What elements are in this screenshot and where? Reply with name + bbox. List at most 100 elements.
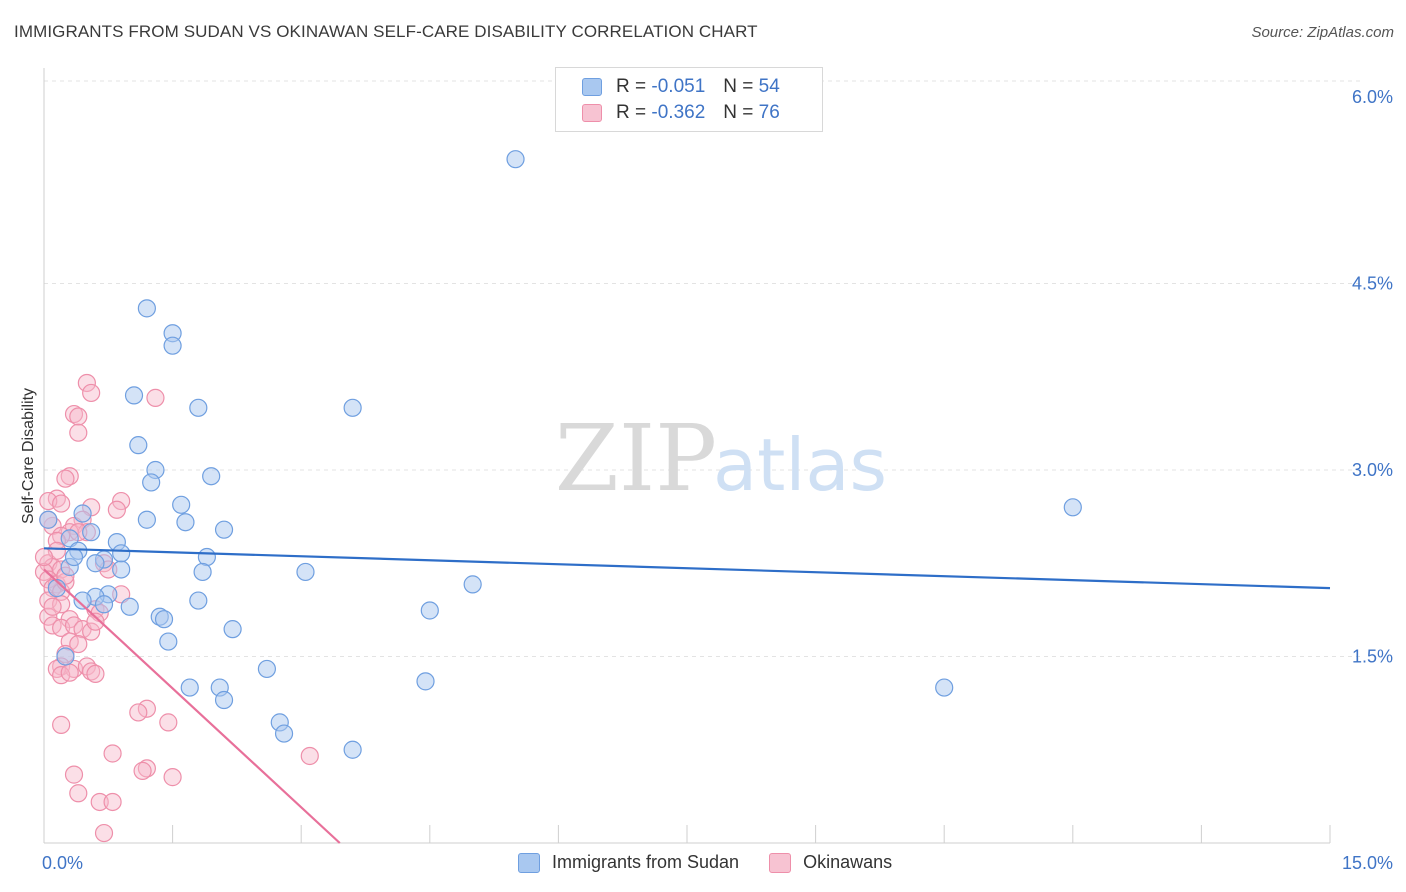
legend-row-sudan: R = -0.051 N = 54 [582,75,780,99]
sudan-point [129,436,148,455]
grid-lines [44,80,1360,657]
okinawan-point [60,663,79,682]
x-tick-label: 15.0% [1342,853,1393,873]
legend-label-okinawan: Okinawans [803,852,893,872]
sudan-point [214,520,234,539]
sudan-point [163,336,182,355]
legend-swatch-sudan [582,78,602,96]
sudan-point [56,647,75,666]
okinawan-point [300,746,319,766]
okinawan-point [69,634,88,654]
okinawan-point [103,792,122,812]
legend-n-value: 54 [758,76,780,97]
watermark: ZIP atlas [555,405,887,512]
chart-source: Source: ZipAtlas.com [1251,24,1394,41]
sudan-point [124,386,144,405]
okinawan-point [129,703,148,722]
sudan-point [274,724,294,743]
sudan-point [189,398,208,417]
okinawan-point [69,423,88,442]
tick-labels: 1.5% 3.0% 4.5% 6.0% 0.0% 15.0% [42,87,1393,873]
sudan-point [39,510,58,529]
okinawan-point [90,792,109,812]
legend-r-value: -0.051 [651,76,706,97]
sudan-point [120,597,139,616]
sudan-point [137,299,156,318]
watermark-atlas: atlas [713,423,887,507]
sudan-point [86,554,105,573]
sudan-point [159,632,178,651]
sudan-point [1063,498,1082,517]
legend-r-label: R = [616,76,647,97]
watermark-zip: ZIP [555,405,717,512]
y-tick-label: 6.0% [1352,87,1393,107]
sudan-point [60,529,79,548]
sudan-point [82,523,101,542]
sudan-point [223,620,242,639]
okinawan-point [69,407,88,426]
y-tick-label: 3.0% [1352,460,1393,480]
okinawan-trend-line [43,568,341,844]
sudan-point [214,690,234,710]
okinawan-point [163,768,182,787]
sudan-point [73,591,92,610]
okinawan-point [107,500,126,519]
legend-item-sudan[interactable]: Immigrants from Sudan [518,852,739,873]
sudan-point [296,562,315,582]
sudan-point [64,547,84,567]
sudan-point [112,544,131,563]
sudan-point [935,678,954,697]
sudan-point [193,562,212,582]
okinawan-point [82,622,101,641]
legend-n-label: N = [723,102,754,123]
sudan-point [343,740,362,759]
legend-label-sudan: Immigrants from Sudan [552,852,740,872]
sudan-point [463,575,482,594]
legend-n-label: N = [723,76,754,97]
okinawan-point [82,383,101,403]
axes [43,68,1331,844]
okinawan-point [56,469,75,488]
okinawan-point [64,765,84,784]
sudan-point [189,591,208,610]
y-tick-label: 1.5% [1352,647,1393,667]
okinawan-point [103,744,122,763]
sudan-point [142,473,161,492]
okinawan-point [94,823,114,843]
okinawan-point [52,494,71,513]
legend-r-value: -0.362 [651,102,706,123]
sudan-point [416,672,435,691]
okinawan-point [52,715,71,734]
okinawan-point [146,388,165,407]
legend-n-value: 76 [758,102,780,123]
sudan-point [202,467,221,486]
sudan-point [257,659,277,679]
sudan-point [112,560,131,579]
legend-swatch-okinawan [769,852,792,873]
chart-title: IMMIGRANTS FROM SUDAN VS OKINAWAN SELF-C… [14,22,758,41]
okinawan-point [159,713,178,732]
sudan-point [180,678,199,697]
sudan-point [73,504,92,523]
correlation-legend: R = -0.051 N = 54 R = -0.362 N = 76 [555,67,823,132]
sudan-point [137,510,156,529]
okinawan-point [34,547,54,567]
trend-lines [43,547,1331,844]
sudan-point [197,547,216,567]
sudan-point [176,513,195,532]
okinawan-point [86,664,105,684]
legend-swatch-sudan [518,852,540,873]
okinawan-point [133,761,152,780]
legend-swatch-okinawan [582,104,602,122]
sudan-trend-line [43,547,1331,590]
series-legend: Immigrants from Sudan Okinawans [518,852,922,873]
okinawan-point [77,373,96,393]
sudan-point [343,398,362,417]
sudan-point [420,601,439,620]
sudan-point [172,495,191,514]
legend-item-okinawan[interactable]: Okinawans [769,852,892,873]
legend-row-okinawan: R = -0.362 N = 76 [582,101,780,125]
okinawan-point [69,784,88,803]
okinawan-point [86,612,105,631]
